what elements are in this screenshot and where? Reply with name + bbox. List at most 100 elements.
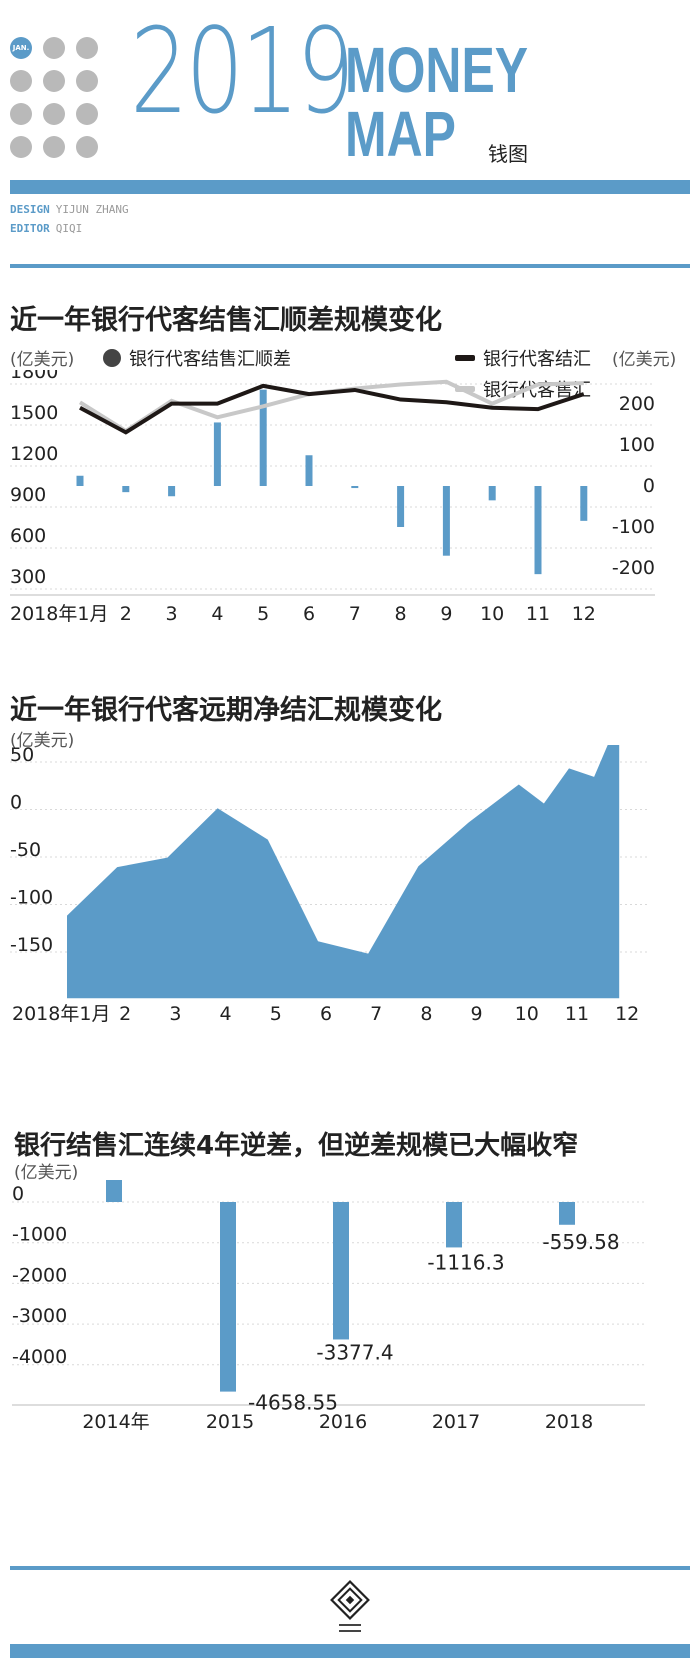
x-tick-label: 10: [515, 1003, 539, 1025]
month-badge: JAN.: [10, 37, 32, 59]
x-tick-label: 5: [270, 1003, 282, 1025]
chart1-unit-left: (亿美元): [10, 350, 75, 370]
y-tick-label: -150: [10, 934, 53, 956]
month-dot: [10, 70, 32, 92]
y-tick-label: -100: [10, 887, 53, 909]
header-title-line1: MONEY: [345, 34, 529, 106]
x-tick-label: 2018: [545, 1411, 593, 1433]
editor-label: EDITOR: [10, 222, 50, 235]
bar-value-label: -4658.55: [248, 1391, 338, 1415]
month-dot: [10, 103, 32, 125]
header-divider: [10, 180, 690, 194]
y-right-tick-label: 300: [619, 370, 655, 374]
brand-logo-icon: [330, 1580, 370, 1632]
surplus-bar: [76, 475, 84, 486]
y-left-tick-label: 600: [10, 525, 46, 547]
y-tick-label: 0: [10, 792, 22, 814]
x-tick-label: 7: [349, 603, 361, 625]
chart1-plot: 1800150012009006003003002001000-100-200 …: [10, 370, 655, 625]
x-tick-label: 9: [471, 1003, 483, 1025]
x-tick-label: 3: [166, 603, 178, 625]
y-tick-label: -1000: [12, 1224, 67, 1246]
chart1-legend-surplus: 银行代客结售汇顺差: [103, 345, 291, 371]
surplus-bar: [168, 486, 176, 497]
surplus-bar: [534, 486, 542, 575]
y-left-tick-label: 1500: [10, 402, 58, 424]
design-label: DESIGN: [10, 203, 50, 216]
annual-balance-bar: [333, 1202, 349, 1340]
x-tick-label: 2018年1月: [12, 1003, 110, 1025]
chart1-legend-buy: 银行代客结汇: [455, 345, 591, 371]
y-tick-label: -2000: [12, 1264, 67, 1286]
annual-balance-bar: [106, 1180, 122, 1202]
surplus-bar: [213, 422, 221, 486]
y-left-tick-label: 1200: [10, 443, 58, 465]
bar-value-label: -3377.4: [316, 1340, 393, 1364]
bar-value-label: -1116.3: [427, 1250, 504, 1274]
x-tick-label: 2015: [206, 1411, 254, 1433]
month-dot-grid: JAN.: [10, 37, 100, 167]
y-tick-label: 50: [10, 745, 34, 766]
y-right-tick-label: 200: [619, 393, 655, 415]
legend-label: 银行代客结售汇顺差: [129, 349, 291, 370]
month-dot: [43, 136, 65, 158]
header-year: 2019: [130, 2, 355, 140]
design-credit: DESIGN YIJUN ZHANG: [10, 203, 129, 216]
legend-label: 银行代客结汇: [483, 349, 591, 370]
editor-name: QIQI: [55, 222, 83, 235]
editor-credit: EDITOR QIQI: [10, 222, 82, 235]
month-dot: [43, 37, 65, 59]
chart3-plot: 200010000-1000-2000-3000-4000 1257.85-46…: [12, 1180, 645, 1433]
y-tick-label: -50: [10, 839, 41, 861]
x-tick-label: 11: [565, 1003, 589, 1025]
surplus-bar: [442, 486, 450, 556]
annual-balance-bar: [446, 1202, 462, 1248]
x-tick-label: 11: [526, 603, 550, 625]
chart2-unit: (亿美元): [10, 731, 75, 751]
surplus-bar: [580, 486, 588, 521]
x-tick-label: 2014年: [82, 1411, 149, 1433]
x-tick-label: 2: [120, 603, 132, 625]
y-tick-label: -4000: [12, 1346, 67, 1368]
x-tick-label: 4: [220, 1003, 232, 1025]
month-dot: [76, 37, 98, 59]
x-tick-label: 3: [169, 1003, 181, 1025]
y-left-tick-label: 300: [10, 566, 46, 588]
legend-line-icon: [455, 355, 475, 361]
x-tick-label: 2017: [432, 1411, 480, 1433]
month-dot: [76, 103, 98, 125]
surplus-bar: [351, 486, 359, 489]
chart1-title: 近一年银行代客结售汇顺差规模变化: [10, 305, 442, 336]
x-tick-label: 2: [119, 1003, 131, 1025]
surplus-bar: [488, 486, 496, 501]
surplus-bar: [305, 455, 313, 486]
month-dot: [10, 136, 32, 158]
x-tick-label: 8: [395, 603, 407, 625]
x-tick-label: 12: [572, 603, 596, 625]
chart2-title: 近一年银行代客远期净结汇规模变化: [10, 695, 442, 726]
net-forward-area: [67, 745, 620, 999]
x-tick-label: 6: [303, 603, 315, 625]
y-left-tick-label: 900: [10, 484, 46, 506]
month-dot: [43, 103, 65, 125]
x-tick-label: 7: [370, 1003, 382, 1025]
footer-divider: [10, 1566, 690, 1570]
y-tick-label: -3000: [12, 1305, 67, 1327]
x-tick-label: 4: [211, 603, 223, 625]
header-title-cn: 钱图: [488, 142, 528, 166]
y-right-tick-label: -100: [612, 516, 655, 538]
y-right-tick-label: 0: [643, 475, 655, 497]
x-tick-label: 2018年1月: [10, 603, 108, 625]
x-tick-label: 12: [615, 1003, 639, 1025]
month-dot: [76, 136, 98, 158]
surplus-bar: [397, 486, 405, 527]
month-dot: [76, 70, 98, 92]
chart1-unit-right: (亿美元): [612, 350, 677, 370]
surplus-bar: [122, 486, 130, 493]
x-tick-label: 9: [440, 603, 452, 625]
x-tick-label: 8: [420, 1003, 432, 1025]
month-dot: [43, 70, 65, 92]
legend-dot-icon: [103, 349, 121, 367]
annual-balance-bar: [559, 1202, 575, 1225]
chart3-title: 银行结售汇连续4年逆差，但逆差规模已大幅收窄: [14, 1131, 579, 1161]
